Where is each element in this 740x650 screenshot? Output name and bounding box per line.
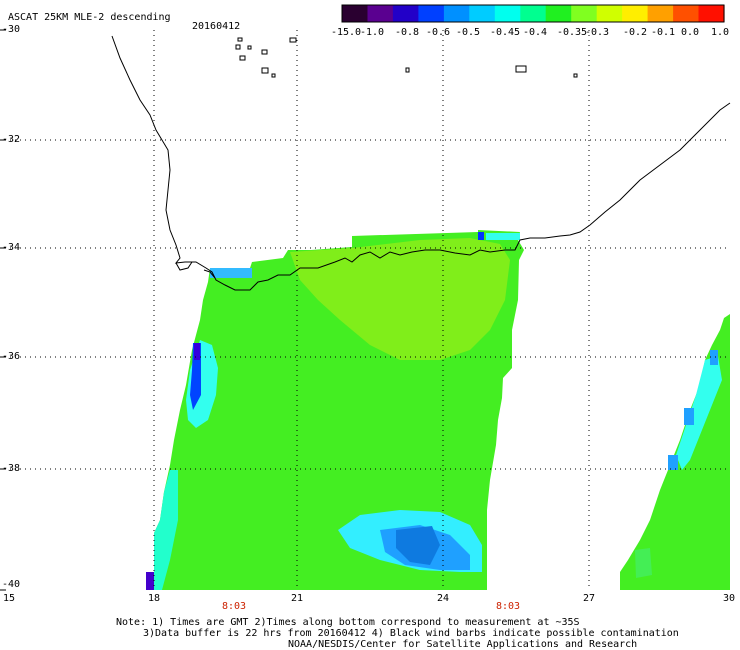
lon-label: 27: [582, 593, 596, 604]
colorbar-label: -0.45: [489, 27, 521, 38]
tick-marks: [0, 29, 6, 591]
colorbar-segment: [392, 5, 419, 22]
lat-label: -30: [2, 24, 21, 35]
pass-time-label: 8:03: [495, 601, 521, 612]
footer-note-1: Note: 1) Times are GMT 2)Times along bot…: [116, 617, 580, 628]
colorbar-label: -0.2: [622, 27, 648, 38]
colorbar-segment: [698, 5, 725, 22]
colorbar-label: -1.0: [359, 27, 385, 38]
lon-label: 30: [722, 593, 736, 604]
colorbar-segment: [494, 5, 521, 22]
footer-credit: NOAA/NESDIS/Center for Satellite Applica…: [288, 639, 638, 650]
colorbar-segment: [342, 5, 369, 22]
colorbar-border: [341, 4, 725, 23]
colorbar-segment: [443, 5, 470, 22]
map-title: ASCAT 25KM MLE-2 descending: [8, 12, 171, 23]
pass-time-label: 8:03: [221, 601, 247, 612]
colorbar-segment: [647, 5, 674, 22]
lat-label: -40: [2, 579, 21, 590]
lat-label: -34: [2, 242, 21, 253]
colorbar-segment: [571, 5, 598, 22]
lat-label: -38: [2, 463, 21, 474]
colorbar-label: -15.0: [330, 27, 362, 38]
lon-label: 18: [147, 593, 161, 604]
colorbar-label: -0.5: [455, 27, 481, 38]
islands: [235, 37, 578, 78]
lat-label: -32: [2, 134, 21, 145]
coastline: [111, 35, 731, 291]
colorbar-label: -0.8: [394, 27, 420, 38]
lon-label: 21: [290, 593, 304, 604]
footer-note-2: 3)Data buffer is 22 hrs from 20160412 4)…: [143, 628, 679, 639]
colorbar-label: 0.0: [680, 27, 700, 38]
lon-label: 24: [436, 593, 450, 604]
graticule: [0, 30, 730, 590]
colorbar-segment: [367, 5, 394, 22]
lat-label: -36: [2, 351, 21, 362]
colorbar-segment: [622, 5, 649, 22]
colorbar-segment: [520, 5, 547, 22]
map-date: 20160412: [192, 21, 241, 32]
lon-label: 15: [2, 593, 16, 604]
colorbar-label: -0.4: [522, 27, 548, 38]
colorbar-segment: [469, 5, 496, 22]
colorbar-label: -0.1: [650, 27, 676, 38]
colorbar-label: 1.0: [710, 27, 730, 38]
colorbar-label: -0.6: [425, 27, 451, 38]
colorbar-label: -0.35: [556, 27, 588, 38]
colorbar-segment: [673, 5, 700, 22]
swath-right: [620, 314, 730, 590]
swath-main: [146, 230, 524, 590]
colorbar-segment: [545, 5, 572, 22]
colorbar-segment: [418, 5, 445, 22]
colorbar-segment: [596, 5, 623, 22]
colorbar: [341, 4, 725, 23]
colorbar-label: -0.3: [584, 27, 610, 38]
